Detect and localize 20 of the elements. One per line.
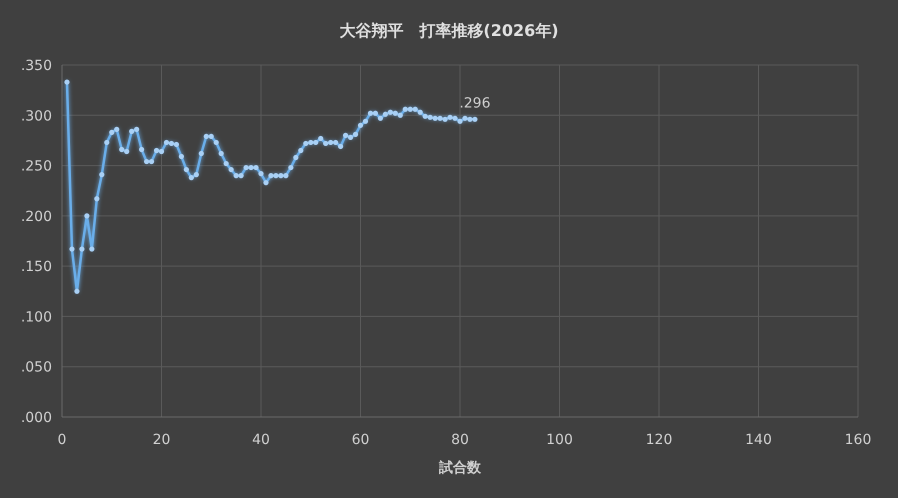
- annotation: .296: [459, 95, 491, 112]
- x-tick-label: 20: [152, 432, 170, 448]
- y-tick-label: .100: [20, 309, 52, 326]
- x-tick-label: 80: [451, 432, 469, 448]
- x-axis-title: 試合数: [438, 459, 482, 476]
- x-tick-label: 40: [252, 432, 270, 448]
- y-tick-label: .050: [20, 360, 52, 376]
- y-tick-label: .250: [20, 158, 52, 175]
- x-tick-label: 120: [646, 432, 672, 448]
- x-tick-label: 160: [844, 432, 872, 448]
- x-tick-label: 140: [745, 432, 772, 448]
- y-tick-label: .300: [20, 108, 52, 124]
- y-tick-label: .200: [20, 208, 52, 225]
- x-tick-label: 60: [352, 432, 370, 448]
- y-tick-label: .350: [20, 58, 52, 74]
- chart-title: 大谷翔平 打率推移(2026年): [339, 21, 559, 40]
- x-tick-label: 0: [58, 432, 66, 448]
- y-tick-label: .150: [20, 259, 52, 276]
- x-tick-label: 100: [546, 432, 573, 448]
- y-tick-label: .000: [20, 410, 52, 426]
